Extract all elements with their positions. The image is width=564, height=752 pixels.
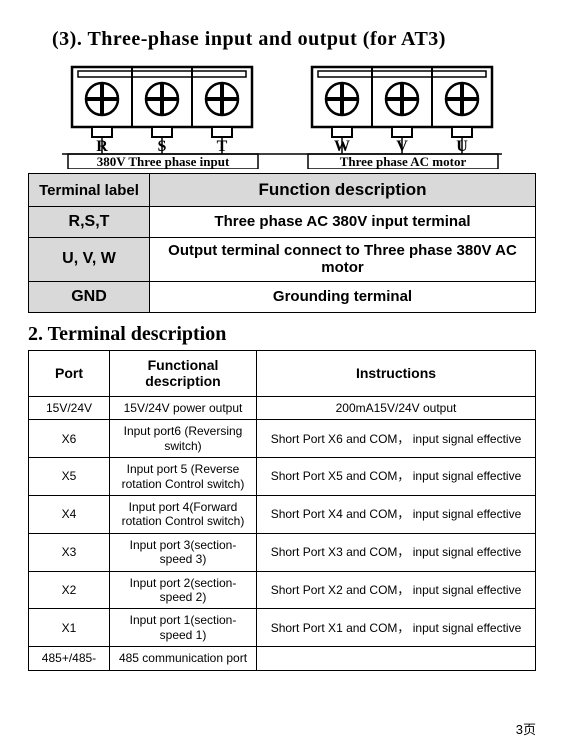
table2-inst-cell: Short Port X1 and COM， input signal effe… [257, 609, 536, 647]
caption-left: 380V Three phase input [97, 154, 230, 169]
section-title: (3). Three-phase input and output (for A… [52, 28, 536, 51]
table2-func-cell: Input port 4(Forward rotation Control sw… [110, 496, 257, 534]
terminal-description-table: Port Functional description Instructions… [28, 350, 536, 671]
terminal-diagram: R S T W V U 380V Three phase input Three pha… [52, 57, 512, 169]
table2-port-cell: 485+/485- [29, 647, 110, 670]
table2-port-cell: X4 [29, 496, 110, 534]
table2-port-cell: X2 [29, 571, 110, 609]
table1-header-desc: Function description [150, 174, 536, 207]
table2-func-cell: Input port 5 (Reverse rotation Control s… [110, 458, 257, 496]
table1-desc-cell: Three phase AC 380V input terminal [150, 207, 536, 238]
terminal-label: U [456, 138, 468, 155]
table2-func-cell: 485 communication port [110, 647, 257, 670]
page-number: 3页 [516, 719, 536, 738]
table2-inst-cell: 200mA15V/24V output [257, 397, 536, 420]
table2-inst-cell [257, 647, 536, 670]
table2-func-cell: Input port 3(section-speed 3) [110, 533, 257, 571]
table2-inst-cell: Short Port X5 and COM， input signal effe… [257, 458, 536, 496]
table1-header-label: Terminal label [29, 174, 150, 207]
table2-port-cell: X6 [29, 420, 110, 458]
terminal-label: S [158, 138, 167, 155]
table2-port-cell: X5 [29, 458, 110, 496]
table1-desc-cell: Output terminal connect to Three phase 3… [150, 238, 536, 282]
table2-func-cell: Input port6 (Reversing switch) [110, 420, 257, 458]
table2-port-cell: 15V/24V [29, 397, 110, 420]
table2-header-inst: Instructions [257, 350, 536, 397]
table1-desc-cell: Grounding terminal [150, 281, 536, 312]
table2-header-port: Port [29, 350, 110, 397]
table1-label-cell: R,S,T [29, 207, 150, 238]
table2-port-cell: X1 [29, 609, 110, 647]
table1-label-cell: GND [29, 281, 150, 312]
table2-inst-cell: Short Port X2 and COM， input signal effe… [257, 571, 536, 609]
table2-inst-cell: Short Port X4 and COM， input signal effe… [257, 496, 536, 534]
table2-func-cell: Input port 1(section-speed 1) [110, 609, 257, 647]
terminal-function-table: Terminal label Function description R,S,… [28, 173, 536, 313]
table2-func-cell: Input port 2(section-speed 2) [110, 571, 257, 609]
terminal-label: V [396, 138, 408, 155]
table2-header-func: Functional description [110, 350, 257, 397]
table2-port-cell: X3 [29, 533, 110, 571]
table2-inst-cell: Short Port X6 and COM， input signal effe… [257, 420, 536, 458]
sub-section-title: 2. Terminal description [28, 323, 536, 346]
terminal-label: T [217, 138, 228, 155]
table2-func-cell: 15V/24V power output [110, 397, 257, 420]
terminal-label: R [96, 138, 108, 155]
caption-right: Three phase AC motor [340, 154, 467, 169]
table1-label-cell: U, V, W [29, 238, 150, 282]
table2-inst-cell: Short Port X3 and COM， input signal effe… [257, 533, 536, 571]
terminal-label: W [334, 138, 350, 155]
